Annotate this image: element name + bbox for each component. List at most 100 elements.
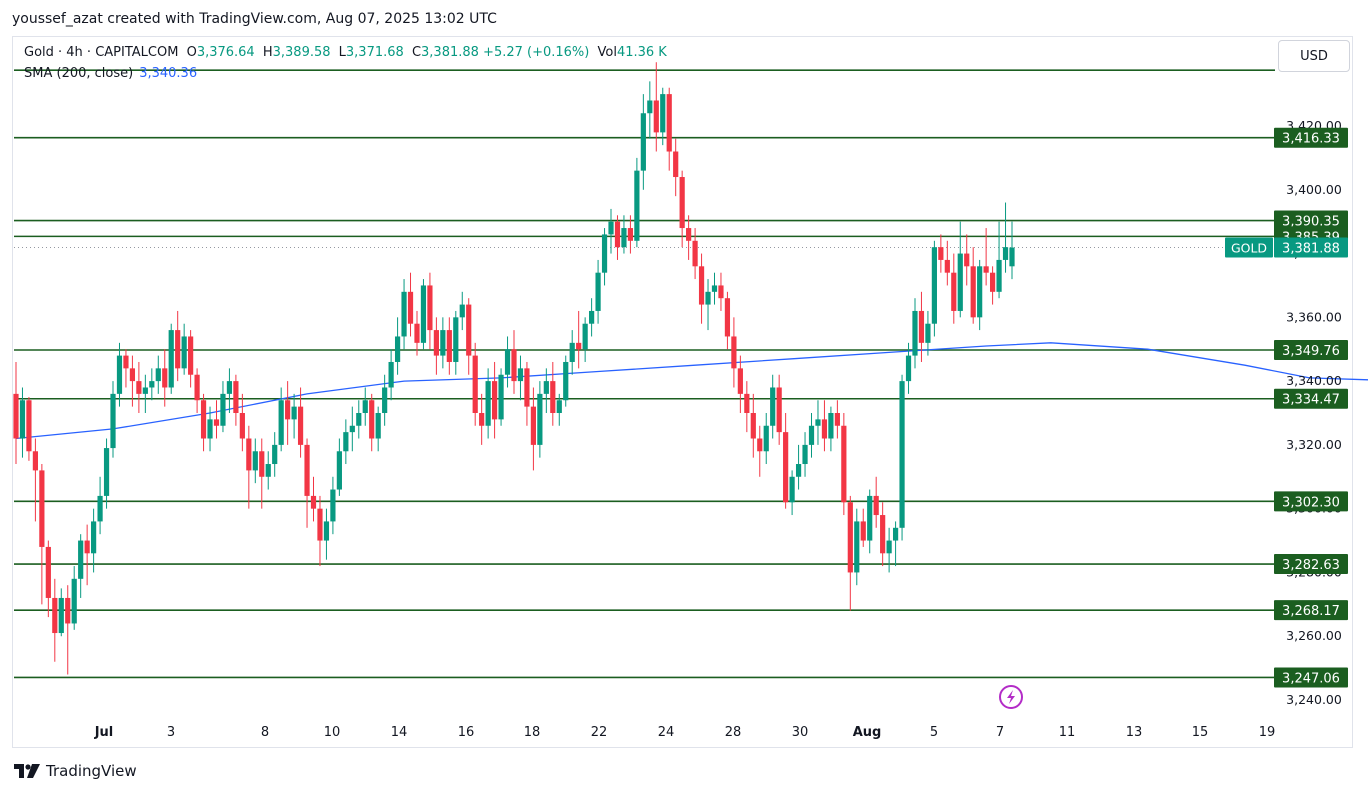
candle-body [517, 368, 524, 382]
chart-frame [12, 36, 1353, 748]
level-price-tag [1274, 127, 1348, 148]
candle-body [569, 342, 575, 362]
candle-body [718, 285, 724, 299]
level-price-tag-label: 3,349.76 [1282, 344, 1340, 359]
sma-line-layer [15, 342, 1368, 440]
candle-body [886, 540, 892, 554]
candle-body [459, 304, 465, 318]
candle-body [427, 285, 433, 331]
candle-body [433, 330, 439, 356]
high-value: 3,389.58 [272, 45, 331, 60]
x-tick-label: 30 [792, 725, 809, 740]
candle-body [847, 502, 853, 573]
volume-value: 41.36 K [616, 45, 667, 60]
candle-body [382, 387, 388, 413]
y-tick-label: 3,400.00 [1286, 182, 1342, 197]
candle-body [589, 310, 595, 324]
candle-body [899, 381, 905, 528]
candle-body [686, 228, 692, 241]
flash-icon[interactable] [999, 685, 1023, 709]
candle-body [614, 221, 621, 248]
candle-body [304, 444, 310, 496]
x-tick-label: 5 [930, 725, 938, 740]
candle-body [310, 495, 317, 509]
x-tick-label: 10 [324, 725, 341, 740]
level-price-tag-label: 3,302.30 [1282, 495, 1340, 510]
candle-body [776, 387, 782, 433]
level-price-tag [1274, 339, 1348, 360]
level-price-tag [1274, 600, 1348, 621]
symbol-tag-label: GOLD [1231, 241, 1267, 256]
x-tick-label: 22 [591, 725, 608, 740]
level-price-tag [1274, 667, 1348, 688]
sma-line [15, 342, 1368, 440]
candle-body [873, 495, 879, 516]
symbol-label[interactable]: Gold · 4h · CAPITALCOM [24, 45, 179, 60]
x-tick-label: Jul [94, 725, 114, 740]
candle-body [601, 234, 608, 273]
x-tick-label: 15 [1192, 725, 1209, 740]
candle-body [627, 228, 634, 241]
candle-body [246, 438, 252, 471]
ohlc-legend: Gold · 4h · CAPITALCOM O3,376.64 H3,389.… [24, 45, 667, 60]
candle-body [511, 349, 517, 382]
candles [13, 62, 1015, 675]
candle-body [278, 400, 284, 445]
chart-attribution: youssef_azat created with TradingView.co… [12, 11, 497, 27]
currency-button[interactable]: USD [1278, 40, 1350, 72]
candle-body [744, 393, 750, 413]
level-price-tags: 3,416.333,390.353,385.393,349.763,334.47… [1225, 127, 1348, 688]
candle-body [123, 355, 129, 369]
candle-body [789, 476, 795, 503]
candle-body [226, 381, 233, 394]
x-tick-label: 19 [1259, 725, 1276, 740]
candle-body [485, 381, 491, 426]
level-price-tag [1274, 388, 1348, 409]
candle-body [724, 298, 731, 337]
candle-body [815, 419, 821, 426]
candle-body [892, 527, 899, 541]
sma-legend[interactable]: SMA (200, close) 3,340.36 [24, 66, 197, 81]
candle-body [330, 489, 336, 522]
candle-body [750, 413, 756, 439]
candle-body [155, 368, 161, 382]
candle-body [200, 400, 207, 439]
candle-body [369, 400, 375, 439]
x-tick-label: 24 [658, 725, 675, 740]
y-tick-label: 3,240.00 [1286, 692, 1342, 707]
candle-body [78, 540, 84, 579]
candle-body [660, 94, 666, 133]
x-tick-label: 14 [391, 725, 408, 740]
candle-body [989, 272, 996, 292]
candle-body [951, 272, 957, 311]
candle-body [498, 374, 504, 420]
candle-body [52, 597, 58, 634]
low-value: 3,371.68 [345, 45, 404, 60]
candle-body [323, 521, 330, 541]
candle-body [375, 413, 381, 439]
candle-body [356, 413, 362, 426]
candle-body [13, 393, 19, 439]
symbol-tag [1225, 237, 1273, 258]
candle-body [19, 400, 26, 439]
candle-body [938, 247, 944, 260]
candle-body [129, 368, 136, 382]
candle-body [272, 444, 278, 465]
candle-body [647, 100, 653, 114]
candle-body [576, 342, 582, 350]
level-price-tag [1274, 491, 1348, 512]
x-tick-label: 7 [996, 725, 1004, 740]
level-price-tag-label: 3,416.33 [1282, 132, 1340, 147]
level-price-tag-label: 3,282.63 [1282, 558, 1340, 573]
x-tick-label: Aug [853, 725, 882, 740]
candle-body [136, 381, 142, 394]
candle-body [213, 419, 220, 426]
candle-body [207, 419, 213, 439]
y-tick-label: 3,260.00 [1286, 628, 1342, 643]
candle-body [582, 323, 588, 350]
candle-body [149, 381, 155, 388]
tradingview-logo[interactable]: TradingView [14, 762, 137, 780]
tradingview-logo-icon [14, 764, 40, 778]
x-tick-label: 16 [458, 725, 475, 740]
